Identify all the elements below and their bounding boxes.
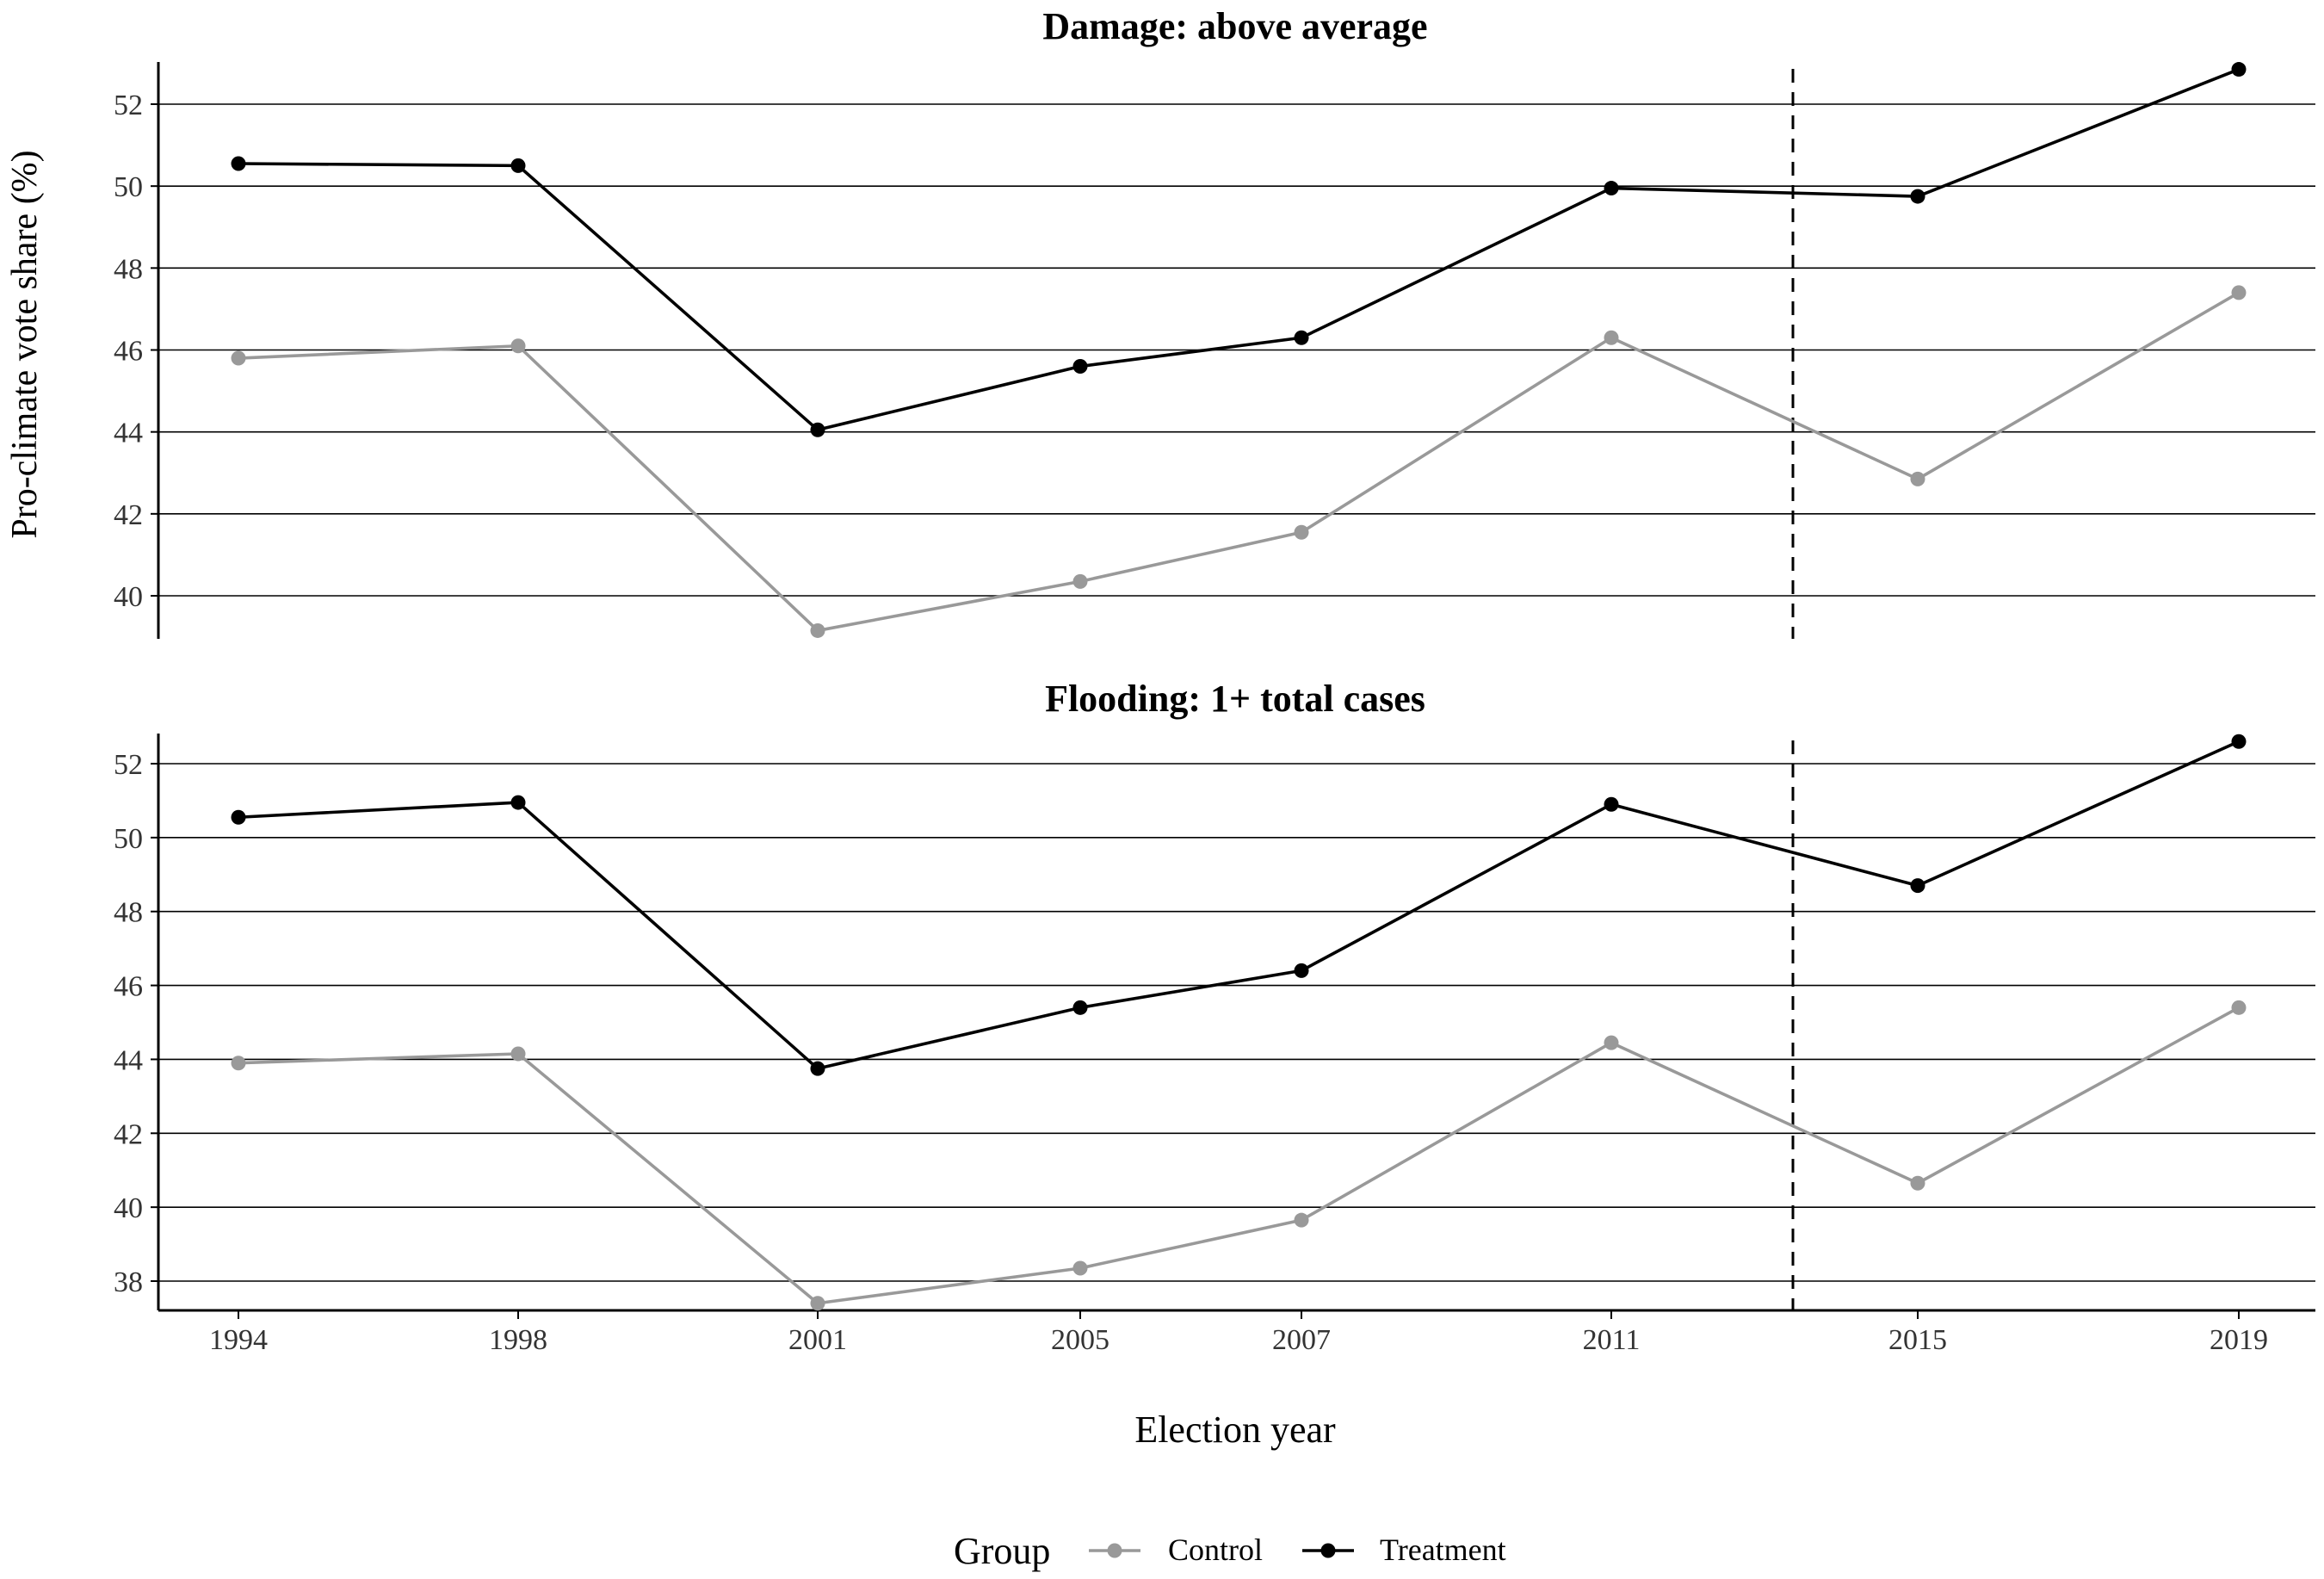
point-control bbox=[2231, 1000, 2247, 1015]
x-tick-label: 1998 bbox=[489, 1324, 547, 1356]
legend-key-point-treatment bbox=[1320, 1543, 1336, 1558]
point-control bbox=[510, 1046, 526, 1062]
point-treatment bbox=[1910, 189, 1925, 204]
legend-label-control: Control bbox=[1168, 1533, 1263, 1567]
y-tick-label: 52 bbox=[114, 749, 143, 781]
point-control bbox=[1910, 1175, 1925, 1191]
point-control bbox=[810, 622, 825, 638]
point-treatment bbox=[2231, 62, 2247, 77]
point-control bbox=[510, 338, 526, 354]
point-control bbox=[1294, 524, 1309, 540]
y-tick-label: 46 bbox=[114, 971, 143, 1003]
point-treatment bbox=[810, 422, 825, 437]
series-line-treatment bbox=[238, 740, 2240, 1070]
point-treatment bbox=[1072, 1000, 1088, 1015]
point-treatment bbox=[1294, 963, 1309, 978]
point-control bbox=[1604, 1035, 1619, 1050]
y-tick-label: 48 bbox=[114, 253, 143, 285]
point-control bbox=[1604, 330, 1619, 345]
point-treatment bbox=[1604, 181, 1619, 196]
point-treatment bbox=[1294, 330, 1309, 345]
point-treatment bbox=[510, 158, 526, 173]
point-control bbox=[1294, 1212, 1309, 1228]
point-control bbox=[810, 1296, 825, 1311]
y-tick-label: 38 bbox=[114, 1266, 143, 1298]
point-control bbox=[231, 1056, 246, 1071]
panel-1: Damage: above average 40 42 44 46 48 50 52 bbox=[114, 5, 2315, 639]
y-tick-label: 44 bbox=[114, 1044, 143, 1076]
y-tick-label: 46 bbox=[114, 336, 143, 368]
legend-label-treatment: Treatment bbox=[1380, 1533, 1506, 1567]
point-treatment bbox=[1072, 359, 1088, 375]
y-tick-label: 40 bbox=[114, 1192, 143, 1224]
y-tick-label: 50 bbox=[114, 171, 143, 203]
y-tick-label: 40 bbox=[114, 581, 143, 613]
y-tick-label: 42 bbox=[114, 1118, 143, 1150]
point-treatment bbox=[510, 795, 526, 810]
point-treatment bbox=[231, 809, 246, 825]
y-axis-label: Pro-climate vote share (%) bbox=[5, 150, 45, 538]
y-tick-label: 42 bbox=[114, 499, 143, 531]
legend-key-point-control bbox=[1107, 1543, 1122, 1558]
x-tick-label: 2015 bbox=[1888, 1324, 1947, 1356]
point-control bbox=[1072, 1260, 1088, 1276]
point-control bbox=[1072, 573, 1088, 589]
x-axis-label: Election year bbox=[1134, 1409, 1336, 1451]
point-treatment bbox=[231, 156, 246, 171]
y-tick-label: 48 bbox=[114, 897, 143, 929]
y-tick-label: 44 bbox=[114, 418, 143, 449]
legend: Group Control Treatment bbox=[954, 1530, 1506, 1572]
point-control bbox=[231, 350, 246, 366]
panel-2: Flooding: 1+ total cases 38 40 42 44 46 48 50 52… bbox=[114, 678, 2315, 1356]
x-tick-label: 2019 bbox=[2210, 1324, 2268, 1356]
series-line-control bbox=[238, 291, 2240, 633]
point-treatment bbox=[810, 1061, 825, 1076]
point-control bbox=[2231, 285, 2247, 300]
x-tick-label: 2001 bbox=[788, 1324, 847, 1356]
panel-title: Flooding: 1+ total cases bbox=[1045, 678, 1425, 720]
point-treatment bbox=[1604, 796, 1619, 812]
series-line-treatment bbox=[238, 67, 2240, 432]
x-tick-label: 2011 bbox=[1583, 1324, 1641, 1356]
y-tick-label: 50 bbox=[114, 823, 143, 855]
point-control bbox=[1910, 471, 1925, 486]
x-tick-label: 2007 bbox=[1272, 1324, 1331, 1356]
x-tick-label: 1994 bbox=[209, 1324, 268, 1356]
point-treatment bbox=[1910, 878, 1925, 894]
series-line-control bbox=[238, 1006, 2240, 1305]
y-tick-label: 52 bbox=[114, 90, 143, 121]
x-tick-label: 2005 bbox=[1051, 1324, 1109, 1356]
point-treatment bbox=[2231, 734, 2247, 749]
legend-title: Group bbox=[954, 1530, 1050, 1572]
panel-title: Damage: above average bbox=[1042, 5, 1427, 47]
